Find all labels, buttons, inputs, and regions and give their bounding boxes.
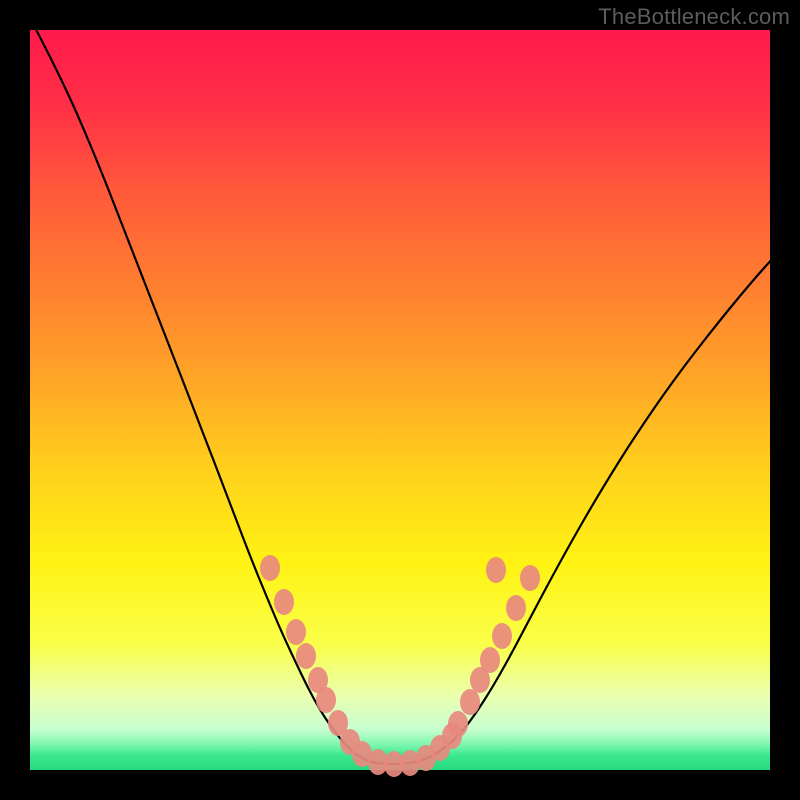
data-marker [486,557,506,583]
data-marker [296,643,316,669]
data-marker [286,619,306,645]
data-marker [448,711,468,737]
data-marker [506,595,526,621]
data-marker [492,623,512,649]
data-marker [316,687,336,713]
data-marker [460,689,480,715]
data-marker [274,589,294,615]
data-marker [520,565,540,591]
data-marker [260,555,280,581]
bottleneck-chart [0,0,800,800]
watermark-text: TheBottleneck.com [598,4,790,30]
chart-container: TheBottleneck.com [0,0,800,800]
data-marker [480,647,500,673]
